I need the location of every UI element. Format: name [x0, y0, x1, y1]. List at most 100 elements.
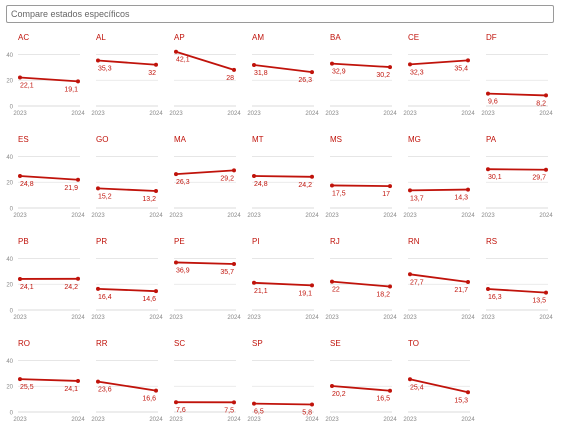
data-label: 42,1	[176, 57, 190, 64]
series-line	[409, 59, 469, 66]
x-tick-label: 2024	[227, 213, 241, 219]
data-label: 13,2	[142, 196, 156, 203]
series-line	[253, 402, 313, 406]
panel-title: MG	[408, 135, 421, 144]
x-tick-label: 2024	[227, 417, 241, 423]
data-label: 7,5	[224, 407, 234, 414]
data-label: 29,2	[220, 175, 234, 182]
x-tick-label: 2023	[91, 213, 105, 219]
panel-title: AM	[252, 33, 264, 42]
series-line	[487, 288, 547, 294]
data-label: 19,1	[298, 290, 312, 297]
data-label: 21,1	[254, 288, 268, 295]
data-label: 19,1	[64, 86, 78, 93]
data-label: 31,8	[254, 70, 268, 77]
x-tick-label: 2023	[325, 213, 339, 219]
x-tick-label: 2023	[169, 111, 183, 117]
data-label: 17,5	[332, 190, 346, 197]
y-tick-label: 40	[6, 53, 13, 59]
x-tick-label: 2024	[71, 213, 85, 219]
data-point	[76, 177, 80, 182]
y-tick-label: 20	[6, 385, 13, 391]
series-line	[487, 168, 547, 171]
x-tick-label: 2024	[305, 111, 319, 117]
data-point	[310, 402, 314, 407]
x-tick-label: 2024	[461, 111, 475, 117]
x-tick-label: 2023	[403, 315, 417, 321]
series-line	[331, 280, 391, 288]
data-label: 9,6	[488, 99, 498, 106]
panel-ba: BA 2023 2024 32,9 30,2	[325, 33, 397, 117]
data-point	[154, 388, 158, 393]
data-point	[330, 61, 334, 66]
panel-mg: MG 2023 2024 13,7 14,3	[403, 135, 475, 219]
data-point	[174, 49, 178, 54]
data-label: 14,6	[142, 296, 156, 303]
data-label: 26,3	[176, 179, 190, 186]
data-point	[96, 58, 100, 63]
panel-title: PR	[96, 237, 107, 246]
panel-df: DF 2023 2024 9,6 8,2	[481, 33, 553, 117]
x-tick-label: 2024	[539, 111, 553, 117]
panel-title: SE	[330, 339, 341, 348]
panel-title: PB	[18, 237, 29, 246]
x-tick-label: 2023	[247, 417, 261, 423]
x-tick-label: 2024	[227, 111, 241, 117]
panel-ro: RO 0 20 40 2023 2024 25,5 24,1	[6, 339, 85, 423]
search-input[interactable]	[6, 5, 554, 23]
data-label: 32	[148, 70, 156, 77]
data-point	[544, 167, 548, 172]
series-line	[97, 287, 157, 293]
panel-title: GO	[96, 135, 108, 144]
data-point	[408, 188, 412, 193]
panel-rs: RS 2023 2024 16,3 13,5	[481, 237, 553, 321]
panel-title: RR	[96, 339, 108, 348]
series-line	[19, 76, 79, 83]
panel-sc: SC 2023 2024 7,6 7,5	[169, 339, 241, 423]
series-line	[331, 184, 391, 187]
panel-mt: MT 2023 2024 24,8 24,2	[247, 135, 319, 219]
x-tick-label: 2024	[305, 417, 319, 423]
data-label: 22,1	[20, 83, 34, 90]
data-label: 21,7	[454, 287, 468, 294]
series-line	[175, 261, 235, 265]
data-point	[232, 67, 236, 72]
data-point	[252, 401, 256, 406]
x-tick-label: 2023	[403, 417, 417, 423]
panel-title: MS	[330, 135, 342, 144]
y-tick-label: 40	[6, 257, 13, 263]
data-label: 35,3	[98, 66, 112, 73]
data-label: 30,2	[376, 72, 390, 79]
panel-title: MA	[174, 135, 187, 144]
data-label: 24,8	[254, 181, 268, 188]
data-label: 24,2	[298, 182, 312, 189]
x-tick-label: 2024	[305, 213, 319, 219]
panel-title: PA	[486, 135, 497, 144]
y-tick-label: 20	[6, 181, 13, 187]
y-tick-label: 0	[10, 309, 14, 315]
data-label: 18,2	[376, 292, 390, 299]
panel-title: ES	[18, 135, 29, 144]
x-tick-label: 2023	[247, 213, 261, 219]
x-tick-label: 2023	[247, 111, 261, 117]
data-point	[388, 65, 392, 70]
x-tick-label: 2024	[383, 111, 397, 117]
data-label: 20,2	[332, 391, 346, 398]
series-line	[409, 273, 469, 283]
panel-pr: PR 2023 2024 16,4 14,6	[91, 237, 163, 321]
data-label: 24,1	[20, 284, 34, 291]
data-label: 23,6	[98, 387, 112, 394]
panel-title: MT	[252, 135, 264, 144]
x-tick-label: 2023	[91, 315, 105, 321]
x-tick-label: 2023	[481, 111, 495, 117]
x-tick-label: 2024	[461, 417, 475, 423]
data-label: 7,6	[176, 407, 186, 414]
series-line	[253, 281, 313, 287]
data-point	[18, 174, 22, 179]
x-tick-label: 2024	[383, 213, 397, 219]
x-tick-label: 2023	[13, 315, 27, 321]
series-line	[409, 188, 469, 192]
data-point	[154, 188, 158, 193]
data-point	[252, 63, 256, 68]
panel-rr: RR 2023 2024 23,6 16,6	[91, 339, 163, 423]
